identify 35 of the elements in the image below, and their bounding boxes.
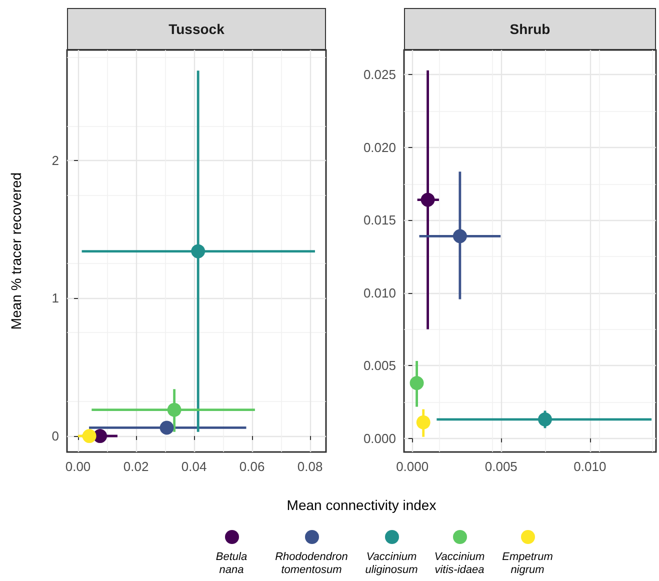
x-tick-label: 0.005 bbox=[484, 459, 518, 474]
x-tick-label: 0.08 bbox=[297, 459, 323, 474]
x-tick-label: 0.06 bbox=[239, 459, 265, 474]
x-tick-label: 0.04 bbox=[181, 459, 207, 474]
chart-title: Shrub bbox=[404, 8, 656, 50]
y-tick-label: 0.010 bbox=[363, 285, 396, 300]
x-tick-label: 0.010 bbox=[574, 459, 606, 474]
y-tick-label: 0.005 bbox=[363, 358, 396, 374]
point bbox=[82, 429, 96, 444]
x-axis-title: Mean connectivity index bbox=[286, 497, 438, 513]
point bbox=[416, 415, 430, 430]
y-tick-label: 0.015 bbox=[363, 212, 396, 228]
legend-label: Rhododendron tomentosum bbox=[275, 551, 348, 577]
y-axis-title: Mean % tracer recovered bbox=[8, 172, 24, 330]
legend-label: Empetrum nigrum bbox=[502, 551, 553, 577]
x-tick-label: 0.000 bbox=[396, 459, 429, 474]
y-tick-label: 1 bbox=[52, 290, 59, 306]
legend-label: Vaccinium uliginosum bbox=[365, 551, 418, 577]
chart-title: Tussock bbox=[67, 8, 326, 50]
x-tick-label: 0.02 bbox=[123, 459, 149, 474]
y-tick-label: 0.025 bbox=[363, 67, 396, 82]
legend-label: Betula nana bbox=[216, 551, 248, 577]
point bbox=[167, 402, 182, 417]
point bbox=[160, 420, 174, 435]
y-tick-label: 0 bbox=[52, 428, 59, 444]
x-tick-label: 0.00 bbox=[65, 459, 91, 474]
y-tick-label: 2 bbox=[52, 152, 59, 168]
point bbox=[420, 192, 435, 207]
point bbox=[452, 229, 467, 244]
y-tick-label: 0.000 bbox=[363, 430, 396, 446]
legend-label: Vaccinium vitis-idaea bbox=[434, 551, 485, 577]
y-tick-label: 0.020 bbox=[363, 140, 396, 155]
point bbox=[410, 376, 424, 390]
point bbox=[538, 412, 552, 426]
point bbox=[191, 244, 206, 258]
